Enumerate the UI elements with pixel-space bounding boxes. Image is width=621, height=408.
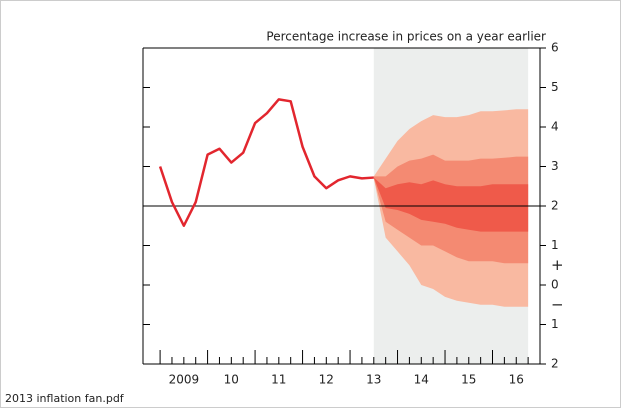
y-tick-label: 2 [551,357,559,371]
chart-title: Percentage increase in prices on a year … [266,30,546,44]
x-tick-label: 11 [271,373,286,387]
footer: 2013 inflation fan.pdf [5,392,125,405]
x-tick-label: 10 [224,373,239,387]
y-tick-label: 0 [551,278,559,292]
fan-band [373,177,529,232]
data-line [158,98,374,227]
y-tick-label: 5 [551,80,559,94]
y-tick-label: 1 [551,317,559,331]
sign-label: − [551,295,564,313]
y-tick-label: 4 [551,120,559,134]
x-tick-label: 13 [366,373,381,387]
y-tick-label: 3 [551,159,559,173]
x-tick-label: 15 [461,373,476,387]
x-tick-label: 2009 [169,373,200,387]
x-tick-label: 16 [509,373,524,387]
y-tick-label: 1 [551,238,559,252]
x-tick-label: 12 [319,373,334,387]
x-tick-label: 14 [414,373,429,387]
y-tick-label: 2 [551,199,559,213]
sign-label: + [551,256,564,274]
y-tick-label: 6 [551,41,559,55]
